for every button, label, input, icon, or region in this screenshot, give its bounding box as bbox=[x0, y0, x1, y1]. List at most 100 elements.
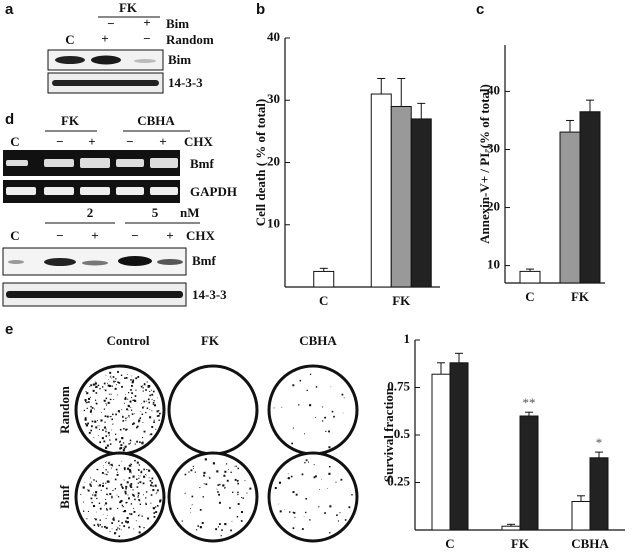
colony bbox=[157, 414, 160, 417]
y-axis-label: Annexin-V+ / PI-(% of total) bbox=[477, 84, 492, 244]
colony bbox=[99, 524, 101, 526]
colony bbox=[318, 506, 320, 508]
colony bbox=[322, 420, 324, 422]
colony bbox=[120, 374, 123, 376]
colony bbox=[303, 516, 305, 518]
colony bbox=[241, 497, 243, 499]
colony bbox=[322, 406, 324, 408]
colony bbox=[151, 481, 153, 484]
colony bbox=[291, 442, 293, 445]
colony bbox=[96, 468, 98, 470]
colony bbox=[197, 525, 199, 527]
colony bbox=[105, 397, 108, 400]
colony bbox=[139, 441, 141, 444]
colony bbox=[125, 501, 128, 504]
lane-sign: − bbox=[56, 134, 63, 149]
colony bbox=[122, 420, 125, 422]
colony bbox=[102, 465, 104, 466]
colony bbox=[203, 471, 206, 474]
colony bbox=[90, 477, 92, 479]
colony bbox=[145, 473, 147, 475]
colony bbox=[109, 464, 111, 466]
colony bbox=[93, 479, 95, 481]
colony bbox=[304, 462, 306, 464]
colony bbox=[91, 407, 94, 409]
colony bbox=[130, 486, 133, 489]
colony bbox=[137, 496, 139, 498]
colony bbox=[145, 497, 147, 499]
colony bbox=[102, 482, 104, 484]
colony bbox=[191, 504, 193, 506]
colony bbox=[217, 526, 219, 528]
colony bbox=[119, 441, 121, 443]
colony bbox=[121, 504, 124, 507]
dish bbox=[267, 451, 359, 543]
colony bbox=[86, 392, 89, 395]
colony bbox=[240, 511, 243, 514]
colony bbox=[224, 470, 227, 473]
colony bbox=[152, 507, 155, 510]
colony bbox=[115, 468, 118, 471]
colony bbox=[106, 473, 108, 476]
colony bbox=[330, 386, 332, 388]
y-tick-label: 10 bbox=[267, 216, 280, 231]
colony bbox=[122, 442, 125, 444]
colony bbox=[114, 488, 117, 490]
colony bbox=[124, 396, 127, 399]
colony bbox=[110, 415, 112, 418]
colony bbox=[292, 384, 295, 387]
colony bbox=[156, 415, 159, 417]
colony bbox=[119, 528, 121, 530]
lane-sign: + bbox=[159, 134, 166, 149]
colony bbox=[123, 428, 125, 430]
colony bbox=[93, 492, 94, 494]
colony bbox=[134, 413, 136, 415]
colony bbox=[111, 522, 114, 524]
colony bbox=[132, 494, 135, 497]
colony bbox=[104, 446, 108, 449]
colony bbox=[246, 492, 248, 494]
colony bbox=[121, 486, 123, 488]
colony bbox=[313, 464, 315, 466]
colony bbox=[125, 376, 128, 379]
colony bbox=[289, 511, 291, 513]
colony bbox=[149, 409, 151, 411]
colony bbox=[324, 512, 326, 514]
colony bbox=[132, 476, 134, 478]
colony bbox=[93, 436, 95, 438]
colony bbox=[107, 382, 109, 384]
colony bbox=[126, 501, 128, 503]
colony bbox=[237, 467, 240, 470]
colony bbox=[105, 430, 107, 433]
colony bbox=[85, 391, 87, 393]
colony bbox=[139, 500, 141, 502]
colony bbox=[131, 397, 133, 399]
colony bbox=[199, 487, 201, 489]
colony bbox=[108, 384, 112, 388]
colony bbox=[336, 514, 338, 517]
colony bbox=[137, 492, 140, 495]
colony bbox=[123, 402, 125, 404]
colony bbox=[84, 418, 87, 421]
colony bbox=[124, 468, 126, 471]
colony bbox=[97, 525, 100, 527]
panel-label: d bbox=[5, 111, 14, 128]
colony bbox=[142, 421, 144, 423]
colony bbox=[159, 500, 162, 503]
colony bbox=[137, 475, 139, 477]
lane-sign: + bbox=[88, 134, 95, 149]
colony bbox=[232, 491, 234, 493]
colony bbox=[142, 385, 143, 387]
colony bbox=[286, 477, 288, 479]
colony bbox=[103, 399, 106, 402]
colony bbox=[83, 409, 85, 412]
dish bbox=[74, 451, 166, 543]
colony bbox=[143, 468, 145, 471]
colony bbox=[234, 478, 237, 481]
colony bbox=[331, 410, 334, 413]
lane-sign: − bbox=[126, 134, 133, 149]
colony bbox=[106, 508, 108, 510]
colony bbox=[139, 514, 141, 516]
colony bbox=[132, 423, 134, 426]
colony bbox=[218, 501, 221, 504]
